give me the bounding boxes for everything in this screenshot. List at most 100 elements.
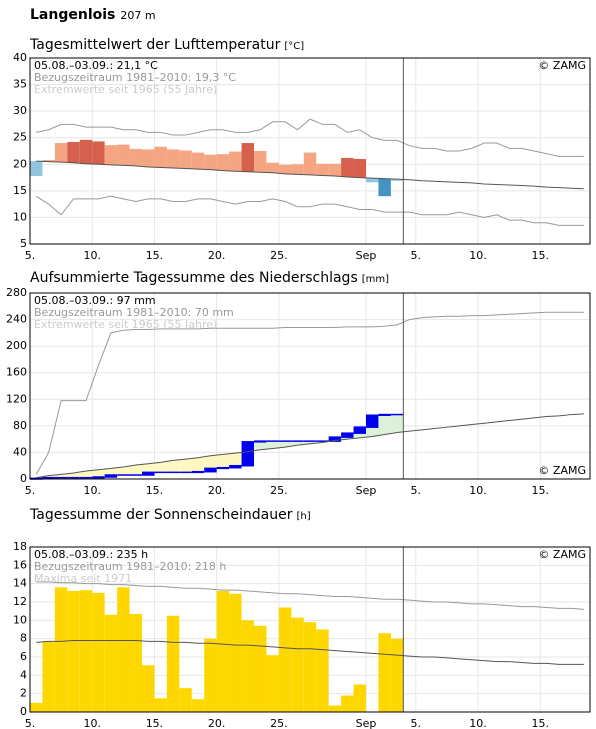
precipitation-increment xyxy=(278,440,292,442)
note: Maxima seit 1971 xyxy=(34,572,132,585)
sunshine-bar xyxy=(42,641,55,712)
precipitation-increment xyxy=(266,440,279,442)
sunshine-bar xyxy=(291,617,304,712)
copyright: © ZAMG xyxy=(538,59,586,72)
y-tick-label: 280 xyxy=(6,286,27,299)
plot-frame xyxy=(29,546,591,713)
deviation-area xyxy=(54,474,68,478)
x-tick-label: 25. xyxy=(270,249,288,262)
plot-area xyxy=(30,293,590,479)
station-name: Langenlois xyxy=(30,7,115,23)
x-tick-label: 15. xyxy=(531,484,549,497)
sunshine-bar xyxy=(241,620,254,712)
plot-frame xyxy=(29,292,591,480)
temperature-bar xyxy=(328,163,342,176)
sunshine-bar xyxy=(154,698,167,712)
temperature-bar xyxy=(204,154,217,170)
x-tick-label: 15. xyxy=(146,249,164,262)
y-tick-label: 160 xyxy=(6,366,27,379)
sunshine-bar xyxy=(117,587,130,712)
y-tick-label: 15 xyxy=(13,184,27,197)
x-tick-label: 15. xyxy=(146,484,164,497)
plot-frame xyxy=(29,57,591,245)
deviation-area xyxy=(42,475,55,478)
sunshine-bar xyxy=(79,590,93,712)
precipitation-increment xyxy=(191,470,205,474)
precipitation-increment xyxy=(104,474,118,478)
sunshine-bar xyxy=(254,625,267,712)
x-tick-label: 5. xyxy=(411,484,422,497)
precipitation-increment xyxy=(291,440,304,442)
x-tick-label: 5. xyxy=(411,249,422,262)
sunshine-bar xyxy=(129,613,142,712)
deviation-area xyxy=(104,468,118,476)
x-tick-label: 15. xyxy=(531,717,549,729)
chart-title: Tagesmittelwert der Lufttemperatur xyxy=(29,37,281,53)
copyright: © ZAMG xyxy=(538,464,586,477)
deviation-area xyxy=(266,441,279,449)
deviation-area xyxy=(179,459,192,473)
deviation-area xyxy=(303,441,317,444)
precipitation-increment xyxy=(328,436,342,442)
temperature-bar xyxy=(353,158,366,178)
note: Bezugszeitraum 1981–2010: 70 mm xyxy=(34,306,234,319)
chart-unit: [°C] xyxy=(284,41,304,52)
deviation-area xyxy=(254,441,267,450)
deviation-area xyxy=(278,441,292,448)
reference-line xyxy=(36,581,584,610)
sunshine-bar xyxy=(30,702,43,712)
temperature-bar xyxy=(278,164,292,174)
x-tick-label: 20. xyxy=(208,717,226,729)
precipitation-increment xyxy=(303,440,317,442)
temperature-bar xyxy=(104,145,118,165)
temperature-bar xyxy=(191,152,205,170)
note: 05.08.–03.09.: 235 h xyxy=(34,548,148,561)
precipitation-increment xyxy=(129,474,142,476)
note: Bezugszeitraum 1981–2010: 218 h xyxy=(34,560,226,573)
y-tick-label: 0 xyxy=(20,705,27,718)
x-tick-label: Sep xyxy=(356,717,377,729)
temperature-bar xyxy=(254,151,267,173)
reference-line xyxy=(36,118,584,157)
y-tick-label: 40 xyxy=(13,445,27,458)
precipitation-increment xyxy=(142,471,155,476)
sunshine-bar xyxy=(316,629,329,712)
sunshine-bar xyxy=(166,615,180,712)
deviation-area xyxy=(204,455,217,469)
deviation-area xyxy=(117,467,130,476)
x-tick-label: 10. xyxy=(83,249,101,262)
sunshine-bar xyxy=(179,688,192,712)
precipitation-increment xyxy=(54,476,68,479)
precipitation-increment xyxy=(366,414,379,428)
reference-line xyxy=(36,160,584,190)
sunshine-bar xyxy=(92,592,105,712)
y-tick-label: 8 xyxy=(20,632,27,645)
temperature-bar xyxy=(166,149,180,169)
temperature-bar xyxy=(154,146,167,168)
x-tick-label: 10. xyxy=(83,717,101,729)
precipitation-increment xyxy=(353,426,366,434)
temperature-bar xyxy=(216,154,230,171)
deviation-area xyxy=(390,414,404,433)
sunshine-bar xyxy=(229,593,242,712)
sunshine-bar xyxy=(216,591,230,712)
deviation-area xyxy=(166,460,180,473)
x-tick-label: 10. xyxy=(469,484,487,497)
x-tick-label: 25. xyxy=(270,717,288,729)
x-tick-label: 10. xyxy=(469,249,487,262)
temperature-bar xyxy=(266,162,279,173)
precipitation-increment xyxy=(204,467,217,473)
temperature-bar xyxy=(142,149,155,167)
note: Bezugszeitraum 1981–2010: 19,3 °C xyxy=(34,71,236,84)
sunshine-bar xyxy=(341,695,354,712)
precipitation-increment xyxy=(216,466,230,470)
sunshine-bar xyxy=(328,705,342,712)
precipitation-increment xyxy=(79,476,93,479)
sunshine-bar xyxy=(303,622,317,712)
y-tick-label: 14 xyxy=(13,577,27,590)
reference-line xyxy=(36,640,584,665)
x-tick-label: 5. xyxy=(25,249,36,262)
station-elevation: 207 m xyxy=(120,9,155,22)
y-tick-label: 40 xyxy=(13,51,27,64)
